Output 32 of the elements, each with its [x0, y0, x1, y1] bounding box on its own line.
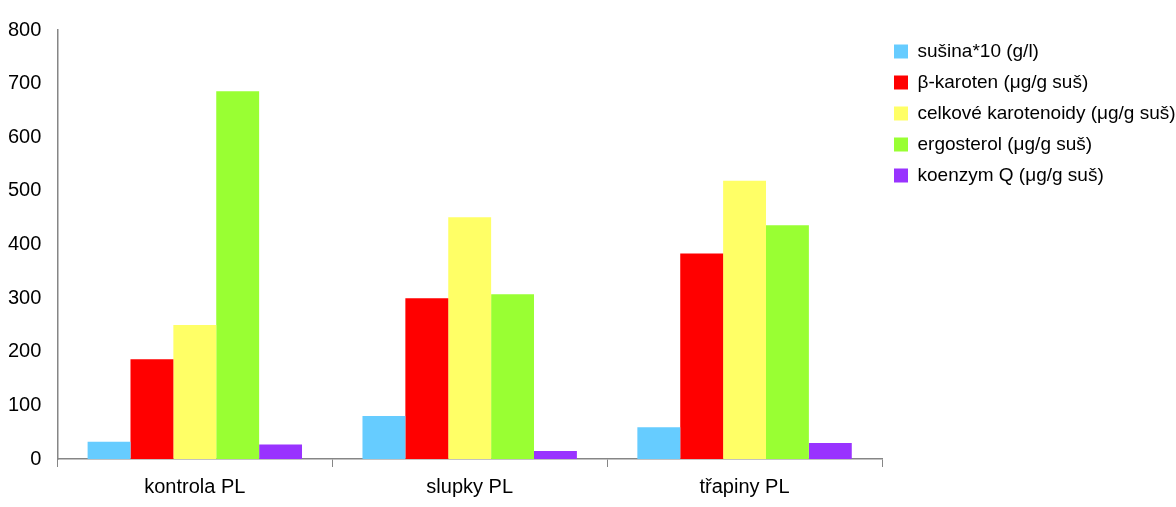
bar [534, 450, 577, 459]
y-tick-label: 600 [7, 124, 42, 147]
bar [491, 294, 535, 459]
bar [808, 442, 852, 459]
legend-label: sušina*10 (g/l) [917, 39, 1039, 61]
bar [766, 225, 809, 459]
y-tick-label: 300 [7, 285, 42, 308]
bar [448, 217, 492, 459]
bar [216, 91, 260, 459]
bar [173, 324, 217, 459]
y-tick-label: 200 [7, 339, 42, 362]
bar [405, 298, 449, 459]
bar [680, 253, 724, 459]
bar [723, 180, 766, 459]
x-tick-label: kontrola PL [144, 474, 246, 497]
legend-label: celkové karotenoidy (μg/g suš) [917, 101, 1176, 123]
x-tick-label: slupky PL [426, 474, 514, 497]
y-tick-label: 800 [7, 17, 42, 40]
y-tick-label: 0 [30, 446, 42, 469]
bar [87, 441, 131, 459]
bar [130, 359, 174, 459]
bar [259, 444, 303, 459]
x-tick-label: třapiny PL [699, 474, 790, 497]
legend-label: ergosterol (μg/g suš) [917, 132, 1093, 154]
legend-label: β-karoten (μg/g suš) [917, 70, 1089, 92]
y-tick-label: 500 [7, 178, 42, 201]
legend-label: koenzym Q (μg/g suš) [917, 163, 1104, 185]
y-tick-label: 400 [7, 232, 42, 255]
bar [362, 416, 406, 459]
bar [637, 427, 681, 459]
y-tick-label: 100 [7, 392, 42, 415]
y-tick-label: 700 [7, 71, 42, 94]
